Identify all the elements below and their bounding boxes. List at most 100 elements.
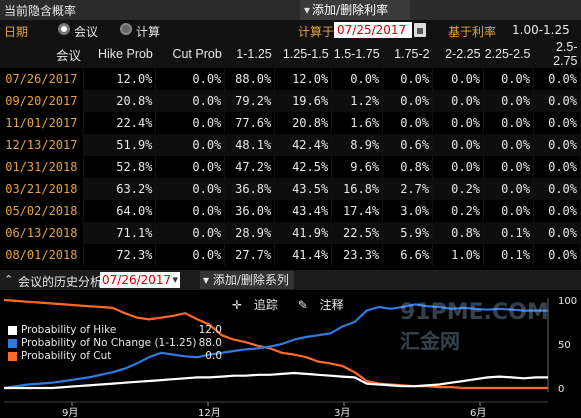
- col-header[interactable]: Hike Prob: [83, 40, 156, 68]
- table-row[interactable]: 12/13/2017 51.9% 0.0% 48.1% 42.4% 8.9% 0.6% 0.0…: [0, 134, 581, 156]
- prob-cell: 0.0%: [331, 68, 384, 90]
- calc-on-label: 计算于: [298, 25, 335, 39]
- history-chart-svg: 0 50 100 9月 12月 3月 6月: [3, 296, 577, 418]
- prob-cell: 0.1%: [483, 244, 534, 266]
- prob-cell: 16.8%: [331, 178, 384, 200]
- legend-swatch: [8, 326, 17, 335]
- title-bar: 当前隐含概率 ▾ 添加/删除利率: [0, 0, 581, 20]
- calendar-icon[interactable]: [414, 23, 426, 37]
- table-row[interactable]: 06/13/2018 71.1% 0.0% 28.9% 41.9% 22.5% 5.9% 0.…: [0, 222, 581, 244]
- add-remove-rates-button[interactable]: ▾ 添加/删除利率: [300, 0, 410, 20]
- col-header[interactable]: 2-2.25: [432, 40, 484, 68]
- history-chart[interactable]: 0 50 100 9月 12月 3月 6月: [0, 290, 581, 418]
- meeting-date-cell[interactable]: 11/01/2017: [0, 112, 85, 134]
- controls-bar: 日期 会议 计算 计算于 07/25/2017 基于利率 1.00-1.25: [0, 20, 581, 40]
- col-header[interactable]: 2.5-2.75: [533, 40, 581, 68]
- probability-table: 会议 Hike Prob Cut Prob 1-1.25 1.25-1.5 1.…: [0, 40, 581, 266]
- radio-calc[interactable]: [120, 23, 132, 35]
- prob-cell: 5.9%: [382, 222, 434, 244]
- pencil-icon: ✎: [297, 298, 312, 312]
- prob-cell: 0.0%: [155, 156, 226, 178]
- col-header[interactable]: 会议: [0, 40, 84, 68]
- meeting-date-cell[interactable]: 06/13/2018: [0, 222, 85, 244]
- legend-item[interactable]: Probability of No Change (1-1.25) 88.0: [8, 337, 222, 350]
- annotate-tool[interactable]: ✎ 注释: [298, 298, 352, 312]
- add-remove-series-button[interactable]: ▾ 添加/删除系列: [200, 271, 294, 289]
- trace-tool[interactable]: ✛ 追踪: [232, 298, 286, 312]
- prob-cell: 0.0%: [483, 156, 534, 178]
- prob-cell: 0.8%: [432, 222, 485, 244]
- calc-date-input[interactable]: 07/25/2017: [334, 22, 412, 38]
- prob-cell: 41.9%: [274, 222, 333, 244]
- legend-item[interactable]: Probability of Hike 12.0: [8, 324, 222, 337]
- prob-cell: 0.0%: [382, 90, 434, 112]
- add-remove-series-label: 添加/删除系列: [212, 273, 289, 287]
- prob-cell: 0.0%: [155, 244, 226, 266]
- prob-cell: 1.0%: [432, 244, 485, 266]
- col-header[interactable]: 1.5-1.75: [331, 40, 383, 68]
- prob-cell: 0.0%: [432, 112, 485, 134]
- prob-cell: 0.6%: [382, 134, 434, 156]
- prob-cell: 0.0%: [533, 112, 581, 134]
- col-header[interactable]: 2.25-2.5: [483, 40, 534, 68]
- prob-cell: 0.0%: [483, 68, 534, 90]
- prob-cell: 0.0%: [155, 222, 226, 244]
- prob-cell: 0.0%: [533, 68, 581, 90]
- table-row[interactable]: 11/01/2017 22.4% 0.0% 77.6% 20.8% 1.6% 0.0% 0.0…: [0, 112, 581, 134]
- history-bar: ⌃ 会议的历史分析 07/26/2017 ▾ 添加/删除系列: [0, 270, 581, 290]
- x-tick-label: 6月: [470, 407, 486, 418]
- legend-name: Probability of No Change (1-1.25): [21, 337, 197, 349]
- prob-cell: 72.3%: [83, 244, 157, 266]
- meeting-date-cell[interactable]: 12/13/2017: [0, 134, 85, 156]
- table-row[interactable]: 05/02/2018 64.0% 0.0% 36.0% 43.4% 17.4% 3.0% 0.…: [0, 200, 581, 222]
- meeting-date-cell[interactable]: 09/20/2017: [0, 90, 85, 112]
- prob-cell: 42.4%: [274, 134, 333, 156]
- radio-meeting-label[interactable]: 会议: [74, 25, 99, 39]
- col-header[interactable]: 1-1.25: [224, 40, 275, 68]
- prob-cell: 2.7%: [382, 178, 434, 200]
- prob-cell: 0.0%: [483, 178, 534, 200]
- legend-item[interactable]: Probability of Cut 0.0: [8, 350, 222, 363]
- meeting-select[interactable]: 07/26/2017: [100, 272, 180, 288]
- prob-cell: 8.9%: [331, 134, 384, 156]
- table-row[interactable]: 03/21/2018 63.2% 0.0% 36.8% 43.5% 16.8% 2.7% 0.…: [0, 178, 581, 200]
- table-row[interactable]: 08/01/2018 72.3% 0.0% 27.7% 41.4% 23.3% 6.6% 1.…: [0, 244, 581, 266]
- legend-swatch: [8, 352, 17, 361]
- prob-cell: 36.0%: [224, 200, 276, 222]
- meeting-date-cell[interactable]: 08/01/2018: [0, 244, 85, 266]
- trace-label: 追踪: [253, 298, 278, 312]
- base-rate-value: 1.00-1.25: [512, 23, 570, 37]
- prob-cell: 28.9%: [224, 222, 276, 244]
- base-rate-label: 基于利率: [448, 25, 497, 39]
- prob-cell: 0.8%: [382, 156, 434, 178]
- prob-cell: 0.0%: [432, 68, 485, 90]
- prob-cell: 19.6%: [274, 90, 333, 112]
- prob-cell: 51.9%: [83, 134, 157, 156]
- collapse-icon[interactable]: ⌃: [4, 273, 14, 286]
- prob-cell: 1.6%: [331, 112, 384, 134]
- watermark-line2: 汇金网: [400, 329, 460, 353]
- legend-value: 88.0: [198, 337, 222, 349]
- prob-cell: 0.0%: [155, 90, 226, 112]
- col-header[interactable]: 1.75-2: [382, 40, 433, 68]
- table-row[interactable]: 01/31/2018 52.8% 0.0% 47.2% 42.5% 9.6% 0.8% 0.0…: [0, 156, 581, 178]
- prob-cell: 27.7%: [224, 244, 276, 266]
- radio-meeting[interactable]: [58, 23, 70, 35]
- table-row[interactable]: 09/20/2017 20.8% 0.0% 79.2% 19.6% 1.2% 0.0% 0.0…: [0, 90, 581, 112]
- table-row[interactable]: 07/26/2017 12.0% 0.0% 88.0% 12.0% 0.0% 0.0% 0.0…: [0, 68, 581, 90]
- meeting-date-cell[interactable]: 01/31/2018: [0, 156, 85, 178]
- meeting-date-cell[interactable]: 07/26/2017: [0, 68, 85, 90]
- meeting-date-cell[interactable]: 05/02/2018: [0, 200, 85, 222]
- meeting-date-cell[interactable]: 03/21/2018: [0, 178, 85, 200]
- prob-cell: 0.0%: [483, 112, 534, 134]
- col-header[interactable]: 1.25-1.5: [274, 40, 332, 68]
- prob-cell: 12.0%: [83, 68, 157, 90]
- date-label: 日期: [4, 25, 29, 39]
- col-header[interactable]: Cut Prob: [155, 40, 225, 68]
- prob-cell: 0.0%: [533, 200, 581, 222]
- series-line-2: [3, 298, 548, 390]
- prob-cell: 17.4%: [331, 200, 384, 222]
- radio-calc-label[interactable]: 计算: [136, 25, 161, 39]
- prob-cell: 3.0%: [382, 200, 434, 222]
- crosshair-icon: ✛: [232, 298, 246, 312]
